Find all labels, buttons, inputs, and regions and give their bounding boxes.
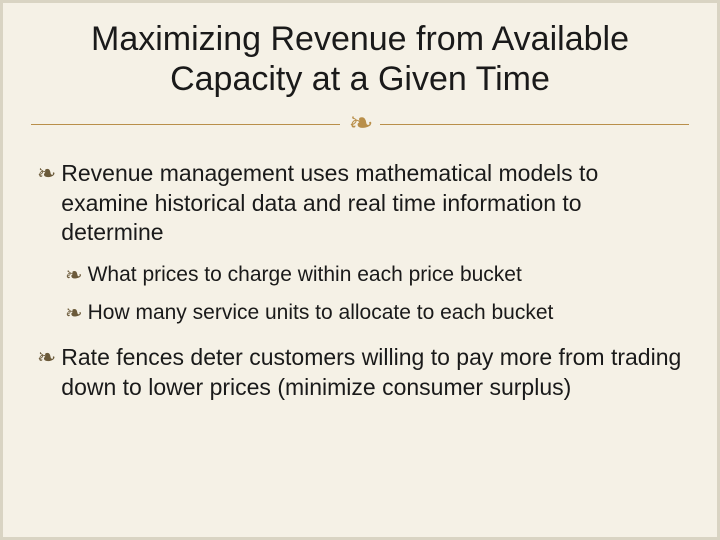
sub-bullet-text: What prices to charge within each price … (88, 262, 683, 289)
sub-bullet-item: ❧ How many service units to allocate to … (65, 300, 683, 327)
slide: Maximizing Revenue from Available Capaci… (0, 0, 720, 540)
bullet-item: ❧ Revenue management uses mathematical m… (37, 159, 683, 247)
bullet-icon: ❧ (65, 262, 82, 289)
bullet-item: ❧ Rate fences deter customers willing to… (37, 343, 683, 402)
sub-bullet-item: ❧ What prices to charge within each pric… (65, 262, 683, 289)
bullet-icon: ❧ (37, 343, 55, 372)
divider-line-left (31, 124, 340, 125)
title-divider: ❧ (31, 109, 689, 139)
divider-line-right (380, 124, 689, 125)
bullet-icon: ❧ (37, 159, 55, 188)
flourish-icon: ❧ (348, 109, 371, 139)
slide-body: ❧ Revenue management uses mathematical m… (31, 159, 689, 402)
sub-bullet-text: How many service units to allocate to ea… (88, 300, 683, 327)
slide-title: Maximizing Revenue from Available Capaci… (31, 19, 689, 99)
bullet-text: Revenue management uses mathematical mod… (61, 159, 683, 247)
bullet-icon: ❧ (65, 300, 82, 327)
bullet-text: Rate fences deter customers willing to p… (61, 343, 683, 402)
sub-bullet-group: ❧ What prices to charge within each pric… (37, 262, 683, 328)
